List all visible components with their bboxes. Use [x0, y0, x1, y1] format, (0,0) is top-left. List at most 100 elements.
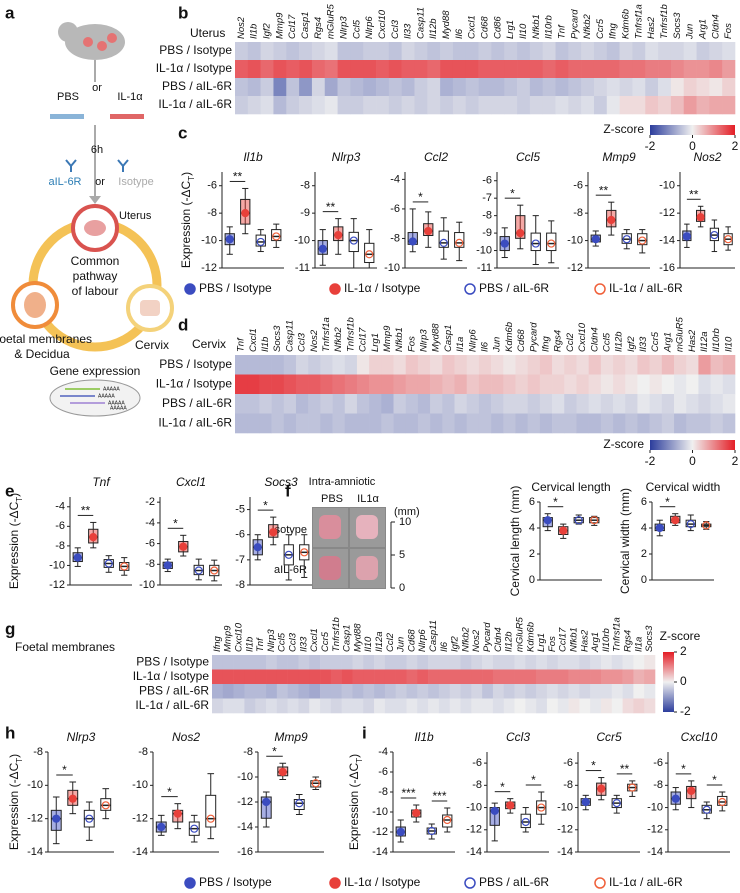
column-label: Nlrp6: [417, 629, 428, 652]
heatmap-cell: [686, 394, 699, 414]
heatmap-cell: [276, 684, 288, 699]
median-point: [638, 236, 647, 245]
median-point: [157, 822, 166, 832]
colorbar-label: Z-score: [603, 122, 644, 136]
column-label: Casp11: [428, 620, 439, 652]
column-label: Igf2: [626, 335, 637, 352]
y-tick-label: -8: [243, 746, 253, 758]
significance-label: *: [591, 759, 596, 773]
column-label: Nfkb1: [394, 327, 405, 352]
y-tick-label: -6: [145, 537, 155, 549]
heatmap-cell: [442, 413, 455, 434]
heatmap-cell: [440, 60, 454, 79]
heatmap-cell: [320, 413, 333, 434]
heatmap-cell: [625, 413, 638, 434]
panel-a-diagram: PBS or IL-1α 6h aIL-6R or Isotype Uterus…: [0, 22, 174, 417]
heatmap-cell: [381, 394, 394, 414]
panel-label: c: [178, 123, 187, 142]
heatmap-cell: [637, 394, 650, 414]
heatmap-cell: [384, 684, 396, 699]
heatmap-cell: [590, 698, 602, 714]
significance-label: *: [173, 516, 178, 530]
heatmap-cell: [309, 684, 321, 699]
y-tick-label: 2: [641, 548, 647, 560]
heatmap-cell: [478, 374, 492, 395]
y-tick-label: -7: [235, 554, 245, 566]
y-axis-label: Expression (-ΔCT): [7, 754, 23, 850]
heatmap-cell: [529, 96, 543, 115]
heatmap-cell: [661, 413, 675, 434]
colorbar: [663, 652, 674, 712]
heatmap-cell: [661, 374, 675, 395]
median-point: [531, 239, 540, 248]
significance-label: *: [500, 780, 505, 794]
column-label: Ccl3: [297, 332, 308, 352]
column-label: Il10rb: [544, 15, 555, 39]
heatmap-cell: [517, 42, 531, 61]
median-point: [671, 794, 680, 803]
heatmap-cell: [298, 684, 310, 699]
heatmap-cell: [696, 78, 710, 97]
heatmap-cell: [428, 698, 440, 714]
heatmap-cell: [330, 669, 342, 685]
heatmap-cell: [525, 655, 537, 670]
column-label: Cldn4: [710, 14, 721, 39]
heatmap-cell: [266, 669, 278, 685]
column-label: Il10: [518, 23, 529, 39]
heatmap-cell: [273, 42, 287, 61]
heatmap-cell: [637, 355, 650, 375]
heatmap-cell: [309, 655, 321, 670]
heatmap-cell: [350, 60, 364, 79]
heatmap-cell: [590, 684, 602, 699]
heatmap-cell: [613, 374, 626, 395]
heatmap-cell: [260, 60, 274, 79]
heatmap-cell: [645, 78, 659, 97]
y-tick-label: -14: [466, 846, 482, 858]
colorbar-tick-label: 2: [680, 644, 687, 658]
column-label: Has2: [646, 16, 657, 39]
column-label: Casp1: [300, 12, 311, 39]
y-tick-label: -8: [482, 210, 492, 222]
significance-label: *: [62, 763, 67, 777]
column-label: Nfkb1: [568, 627, 579, 652]
image-column: IL1α: [357, 493, 379, 505]
heatmap-cell: [709, 96, 723, 115]
median-point: [179, 542, 188, 551]
colorbar-tick-label: -2: [680, 704, 691, 718]
median-point: [173, 809, 182, 818]
heatmap-cell: [344, 394, 358, 414]
heatmap-cell: [471, 655, 483, 670]
heatmap-cell: [546, 655, 559, 670]
heatmap-cell: [299, 42, 313, 61]
heatmap-cell: [452, 42, 467, 61]
column-label: Jun: [492, 337, 503, 353]
image-row: Isotype: [272, 524, 307, 536]
y-tick-label: -12: [466, 824, 482, 836]
y-tick-label: -10: [237, 771, 253, 783]
column-label: Ccl5: [351, 19, 362, 39]
heatmap-cell: [514, 684, 526, 699]
heatmap-cell: [590, 669, 602, 685]
heatmap-cell: [337, 60, 351, 79]
heatmap-title: Uterus: [190, 26, 225, 40]
heatmap-cell: [344, 374, 358, 395]
heatmap-cell: [645, 96, 659, 115]
heatmap-cell: [417, 698, 429, 714]
heatmap-cell: [369, 374, 382, 395]
heatmap-cell: [568, 42, 582, 61]
y-tick-label: -6: [207, 180, 217, 192]
column-label: Kdm6b: [621, 9, 632, 39]
heatmap-cell: [503, 413, 516, 434]
heatmap-cell: [686, 374, 699, 395]
y-tick-label: -6: [55, 520, 65, 532]
heatmap-cell: [579, 684, 591, 699]
heatmap-cell: [478, 42, 492, 61]
heatmap-cell: [417, 355, 431, 375]
heatmap-cell: [552, 413, 565, 434]
heatmap-cell: [696, 42, 710, 61]
heatmap-cell: [430, 413, 443, 434]
y-tick-label: -14: [647, 846, 663, 858]
significance-label: ***: [401, 786, 415, 800]
y-tick-label: -9: [482, 227, 492, 239]
